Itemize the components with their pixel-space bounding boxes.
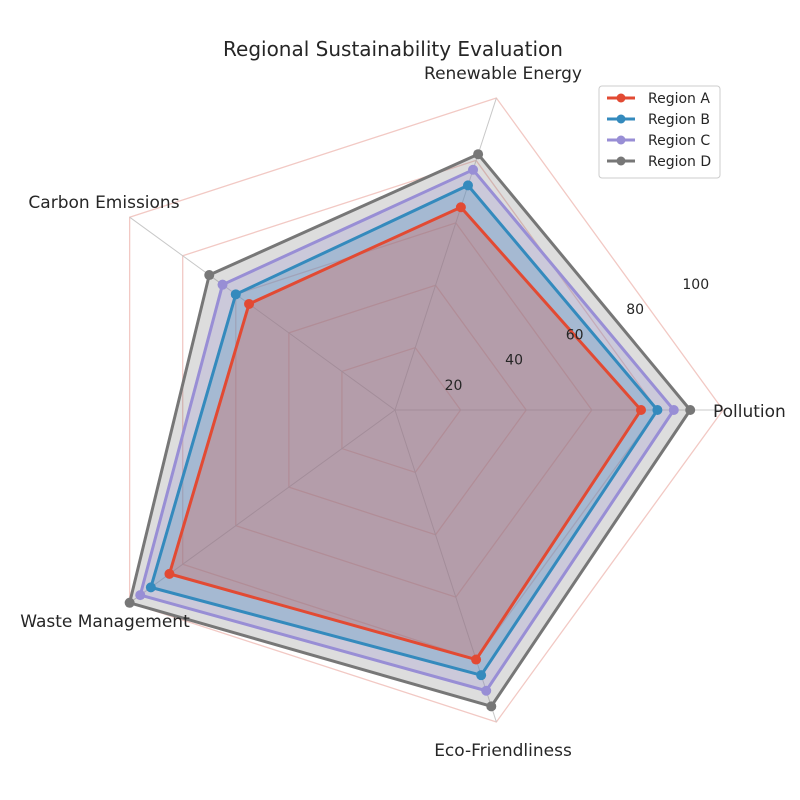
tick-label: 20 [445,378,463,394]
series-point [481,685,492,696]
axis-label: Eco-Friendliness [434,741,572,761]
tick-label: 100 [682,277,709,293]
series-point [204,270,215,281]
grid-spoke [394,409,497,723]
grid-ring [182,159,659,661]
legend-frame [598,85,721,179]
series-point [145,582,156,593]
series-area [150,185,658,676]
legend-label: Region B [648,112,710,128]
series-point [668,405,679,415]
series-point [244,298,255,309]
grid-ring [128,97,724,723]
grid-ring [288,284,528,536]
chart-title: Regional Sustainability Evaluation [223,37,563,61]
legend-marker [616,135,626,145]
axis-labels: Pollution Renewable Energy Carbon Emission… [20,64,786,761]
tick-label: 60 [566,327,584,343]
legend-marker [616,156,626,166]
radial-tick-labels: 20 40 60 80 100 [445,277,709,394]
series-point [462,180,473,191]
legend-marker [616,114,626,124]
series-line [138,168,676,693]
series-point [455,202,466,213]
series-area [169,207,642,660]
grid-spoke [129,409,396,604]
series-area [129,154,691,707]
series-point [652,405,663,415]
series-point [486,701,497,712]
legend-label: Region C [648,133,710,149]
series-point [135,590,146,601]
legend-label: Region D [648,154,711,170]
series-point [636,405,646,415]
series-line [167,205,643,662]
grid-spoke [129,216,396,411]
legend-label: Region A [648,91,710,107]
series-point [124,597,135,608]
legend: Region A Region B Region C Region D [598,85,721,179]
grid-ring [235,222,593,598]
series-point [685,405,696,415]
radar-grid [128,97,724,723]
tick-label: 80 [626,302,644,318]
grid-ring [341,346,462,474]
series-line [149,183,659,677]
axis-label: Pollution [713,402,786,422]
series-point [473,149,484,160]
series-point [164,568,175,579]
series-point [476,670,487,681]
series-point [217,279,228,290]
series-point [468,164,479,175]
legend-marker [616,93,626,103]
axis-label: Waste Management [20,612,190,632]
radar-series [124,149,696,712]
series-point [230,289,241,300]
series-point [471,654,482,665]
tick-label: 40 [505,353,523,369]
axis-label: Renewable Energy [424,64,582,84]
series-line [128,152,692,708]
axis-label: Carbon Emissions [28,193,179,213]
